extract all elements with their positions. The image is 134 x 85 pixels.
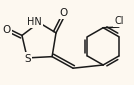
Text: Cl: Cl (114, 16, 124, 26)
Text: O: O (60, 8, 68, 18)
Text: HN: HN (27, 17, 42, 27)
Text: O: O (2, 25, 11, 35)
Text: S: S (24, 54, 31, 64)
